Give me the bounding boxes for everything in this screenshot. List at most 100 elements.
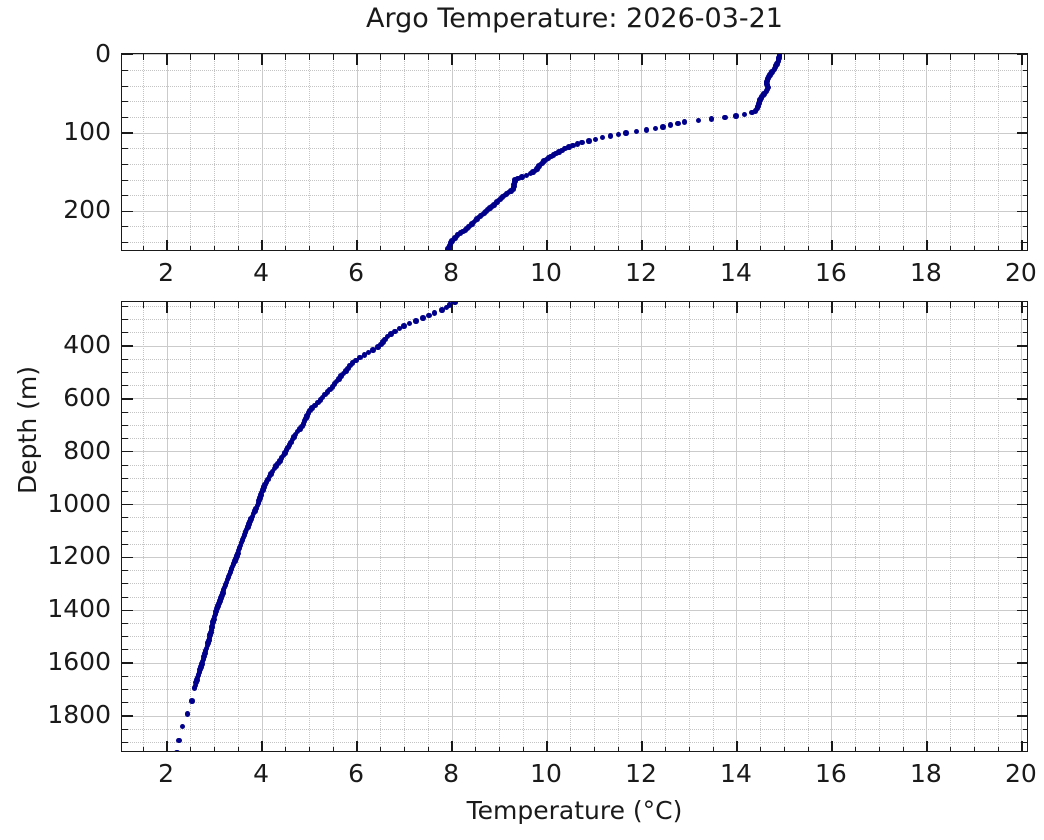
data-point <box>767 72 773 78</box>
tick-mark <box>166 54 168 65</box>
data-point <box>214 605 220 612</box>
minor-grid-line <box>570 54 572 250</box>
tick-mark <box>1017 132 1027 134</box>
data-point <box>541 158 547 164</box>
tick-mark <box>570 245 572 250</box>
tick-mark <box>166 741 168 751</box>
minor-grid-line <box>122 305 1027 307</box>
tick-mark <box>688 245 690 250</box>
data-point <box>193 679 199 686</box>
tick-mark <box>475 54 477 60</box>
data-point <box>208 627 215 633</box>
data-point <box>764 78 770 85</box>
data-point <box>211 616 217 623</box>
minor-grid-line <box>122 490 1027 492</box>
tick-mark <box>783 245 785 250</box>
data-point <box>226 571 233 578</box>
minor-grid-line <box>332 54 334 250</box>
minor-grid-line <box>902 54 904 250</box>
tick-mark <box>1017 345 1027 347</box>
data-point <box>774 61 780 67</box>
minor-grid-line <box>190 302 192 751</box>
data-point <box>472 217 479 224</box>
minor-grid-line <box>688 302 690 751</box>
data-point <box>307 407 313 414</box>
tick-mark <box>641 741 643 751</box>
data-point <box>453 233 460 240</box>
data-point <box>494 199 500 205</box>
data-point <box>238 539 245 546</box>
tick-mark <box>451 240 453 250</box>
data-point <box>222 582 229 588</box>
tick-mark <box>1022 385 1027 387</box>
tick-mark <box>285 746 287 751</box>
tick-mark <box>1022 319 1027 321</box>
minor-grid-line <box>122 148 1027 150</box>
data-point <box>254 502 261 509</box>
minor-grid-line <box>665 54 667 250</box>
data-point <box>774 59 781 66</box>
tick-mark <box>427 54 429 60</box>
minor-grid-line <box>404 54 406 250</box>
data-point <box>349 360 356 366</box>
x-tick-label: 4 <box>253 258 270 287</box>
x-tick-label: 16 <box>815 258 847 287</box>
tick-mark <box>475 245 477 250</box>
data-point <box>448 239 454 246</box>
data-point <box>221 584 228 591</box>
data-point <box>322 391 328 398</box>
tick-mark <box>499 746 501 751</box>
tick-mark <box>261 240 263 250</box>
data-point <box>234 553 240 559</box>
tick-mark <box>404 302 406 308</box>
data-point <box>536 163 542 169</box>
data-point <box>278 455 285 461</box>
tick-mark <box>1022 116 1027 118</box>
tick-mark <box>237 302 239 308</box>
tick-mark <box>973 54 975 60</box>
minor-grid-line <box>122 179 1027 181</box>
minor-grid-line <box>122 464 1027 466</box>
data-point <box>762 89 769 96</box>
data-point <box>420 315 426 321</box>
minor-grid-line <box>973 54 975 250</box>
data-point <box>217 598 223 604</box>
data-point <box>763 88 770 94</box>
minor-grid-line <box>427 54 429 250</box>
tick-mark <box>1017 54 1027 56</box>
minor-grid-line <box>122 623 1027 625</box>
data-point <box>304 413 310 419</box>
x-tick-label: 14 <box>720 759 752 788</box>
tick-mark <box>356 240 358 250</box>
tick-mark <box>926 240 928 250</box>
data-point <box>483 208 489 215</box>
tick-mark <box>926 302 928 313</box>
data-point <box>559 147 565 153</box>
data-point <box>450 236 457 243</box>
tick-mark <box>1017 556 1027 559</box>
data-point <box>776 54 783 58</box>
data-point <box>201 653 207 660</box>
tick-mark <box>122 543 128 545</box>
data-point <box>474 216 480 222</box>
tick-mark <box>712 54 714 60</box>
tick-mark <box>1022 689 1027 691</box>
data-point <box>479 211 486 218</box>
data-point <box>426 312 432 319</box>
data-point <box>236 545 243 551</box>
tick-mark <box>309 302 311 308</box>
tick-mark <box>122 411 128 413</box>
tick-mark <box>122 398 133 400</box>
tick-mark <box>122 438 128 440</box>
data-point <box>755 102 762 108</box>
minor-grid-line <box>122 424 1027 426</box>
data-point <box>247 518 253 525</box>
data-point <box>242 529 249 535</box>
data-point <box>392 328 398 335</box>
major-grid-line <box>356 302 358 751</box>
tick-mark <box>1022 543 1027 545</box>
tick-mark <box>807 54 809 60</box>
data-point <box>505 189 512 196</box>
tick-mark <box>997 54 999 60</box>
